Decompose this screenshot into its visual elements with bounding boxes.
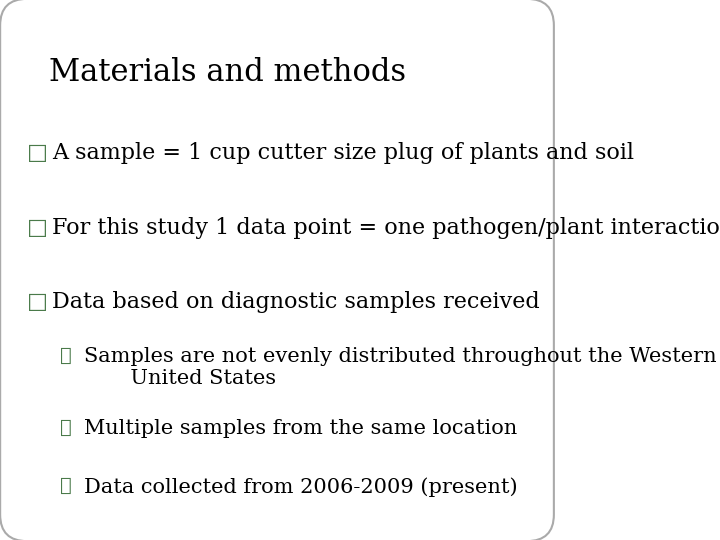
Text: Data collected from 2006-2009 (present): Data collected from 2006-2009 (present) — [84, 477, 518, 497]
Text: □: □ — [27, 217, 48, 239]
Text: Samples are not evenly distributed throughout the Western
       United States: Samples are not evenly distributed throu… — [84, 347, 717, 388]
Text: For this study 1 data point = one pathogen/plant interaction: For this study 1 data point = one pathog… — [52, 217, 720, 239]
Text: Multiple samples from the same location: Multiple samples from the same location — [84, 419, 518, 438]
Text: ➤: ➤ — [60, 347, 71, 365]
Text: Materials and methods: Materials and methods — [49, 57, 406, 89]
Text: ➤: ➤ — [60, 477, 71, 495]
Text: A sample = 1 cup cutter size plug of plants and soil: A sample = 1 cup cutter size plug of pla… — [52, 143, 634, 164]
Text: □: □ — [27, 291, 48, 313]
Text: Data based on diagnostic samples received: Data based on diagnostic samples receive… — [52, 291, 539, 313]
Text: □: □ — [27, 143, 48, 164]
FancyBboxPatch shape — [0, 0, 554, 540]
Text: ➤: ➤ — [60, 419, 71, 437]
